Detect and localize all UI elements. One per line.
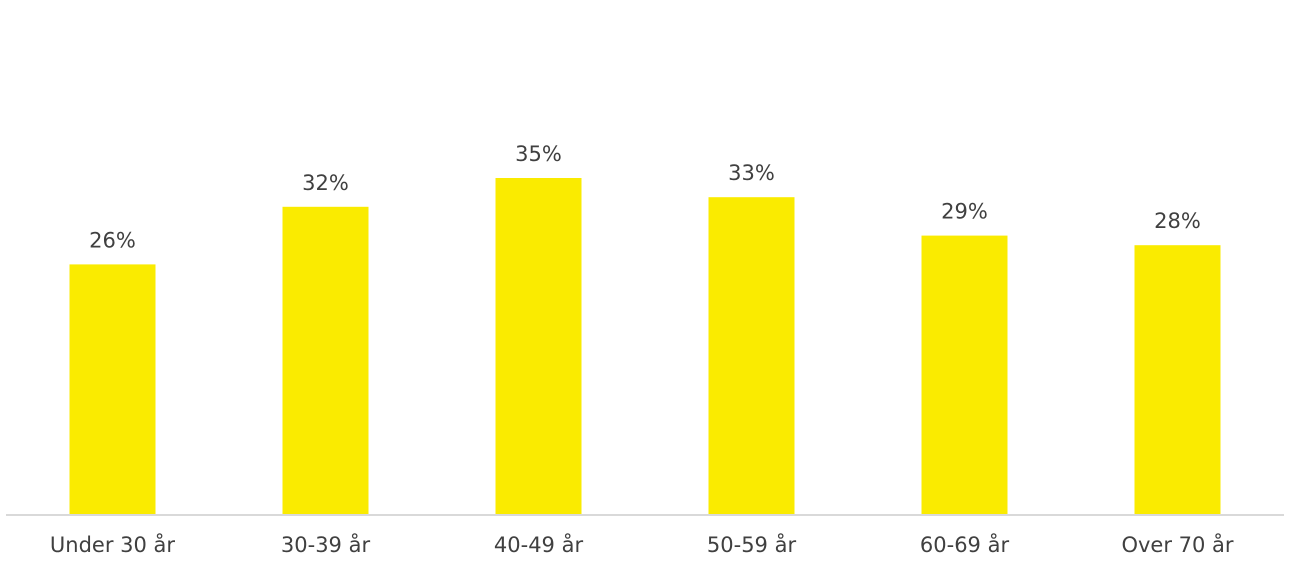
x-tick-label-1: 30-39 år	[281, 532, 371, 557]
value-labels-group: 26% 32% 35% 33% 29% 28%	[89, 142, 1201, 252]
bar-5	[1134, 245, 1221, 514]
x-tick-label-3: 50-59 år	[707, 532, 797, 557]
x-tick-label-2: 40-49 år	[494, 532, 584, 557]
bar-value-label-4: 29%	[941, 200, 988, 224]
x-tick-label-0: Under 30 år	[50, 532, 176, 557]
bar-4	[921, 235, 1008, 514]
x-tick-labels-group: Under 30 år 30-39 år 40-49 år 50-59 år 60-69…	[50, 532, 1234, 557]
bar-0	[69, 264, 156, 514]
bar-value-label-0: 26%	[89, 228, 136, 252]
bar-value-label-1: 32%	[302, 171, 349, 195]
bar-value-label-5: 28%	[1154, 209, 1201, 233]
x-tick-label-4: 60-69 år	[920, 532, 1010, 557]
x-tick-label-5: Over 70 år	[1121, 532, 1233, 557]
bars-group	[69, 178, 1221, 515]
bar-1	[282, 206, 369, 515]
bar-value-label-3: 33%	[728, 161, 775, 185]
bar-3	[708, 197, 795, 514]
bar-2	[495, 178, 582, 514]
bar-value-label-2: 35%	[515, 142, 562, 166]
